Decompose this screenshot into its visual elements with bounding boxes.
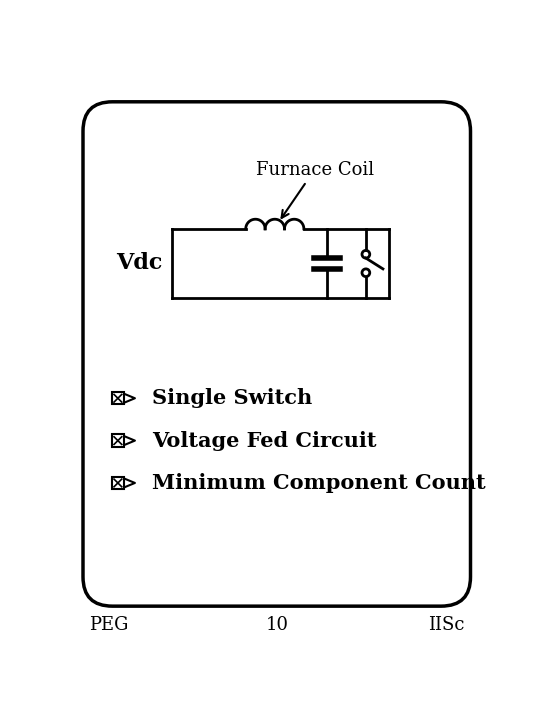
Text: 10: 10 xyxy=(265,616,288,634)
Text: IISc: IISc xyxy=(428,616,464,634)
Bar xyxy=(112,434,124,446)
Text: PEG: PEG xyxy=(89,616,129,634)
FancyBboxPatch shape xyxy=(83,102,470,606)
Text: Minimum Component Count: Minimum Component Count xyxy=(152,473,485,493)
Bar xyxy=(112,477,124,489)
Text: Single Switch: Single Switch xyxy=(152,388,312,408)
Bar xyxy=(112,392,124,405)
Text: Vdc: Vdc xyxy=(117,253,163,274)
Text: Voltage Fed Circuit: Voltage Fed Circuit xyxy=(152,431,376,451)
Text: Furnace Coil: Furnace Coil xyxy=(255,161,374,218)
